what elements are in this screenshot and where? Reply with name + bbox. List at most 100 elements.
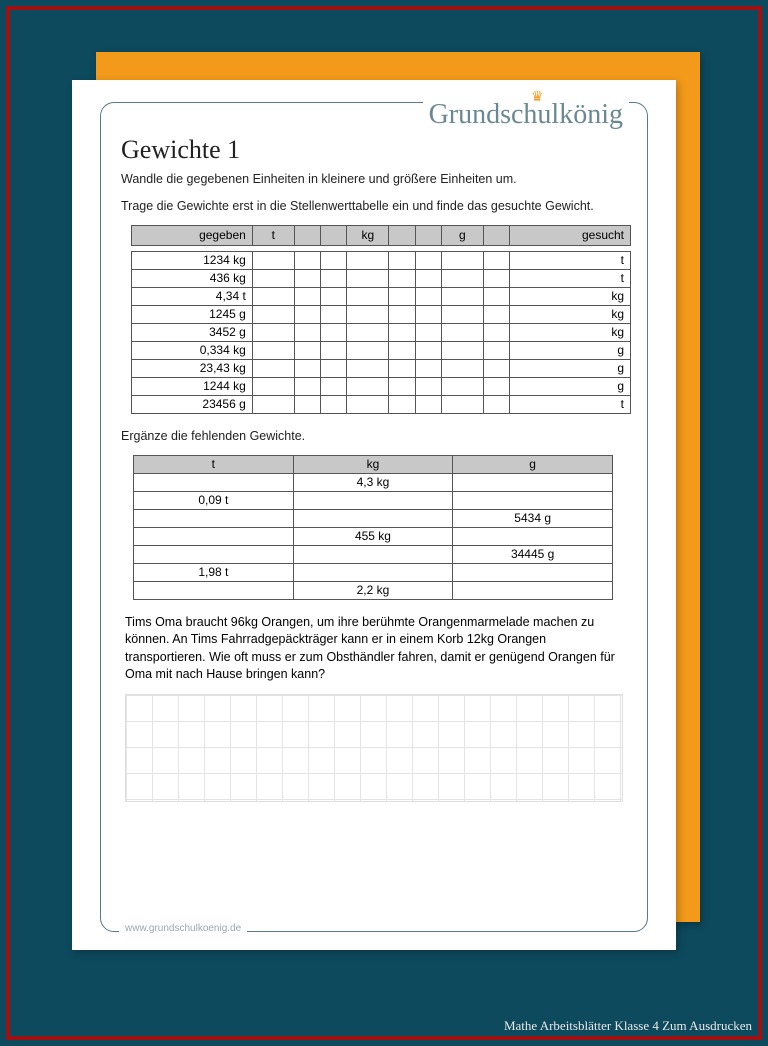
cell-blank	[294, 377, 320, 395]
cell	[293, 509, 453, 527]
worksheet-page: ♛ Grundschulkönig Gewichte 1 Wandle die …	[72, 80, 676, 950]
cell-blank	[347, 395, 389, 413]
conversion-table: t kg g 4,3 kg0,09 t5434 g455 kg34445 g1,…	[133, 455, 613, 600]
col-g: g	[441, 225, 483, 245]
cell-blank	[252, 341, 294, 359]
t2-col-g: g	[453, 455, 613, 473]
cell-blank	[483, 287, 509, 305]
cell: 2,2 kg	[293, 581, 453, 599]
cell-blank	[441, 341, 483, 359]
cell-blank	[252, 251, 294, 269]
table-row: 0,334 kg g	[132, 341, 631, 359]
cell-blank	[347, 341, 389, 359]
cell	[453, 491, 613, 509]
cell-blank	[252, 269, 294, 287]
table-row: 3452 gkg	[132, 323, 631, 341]
cell-blank	[321, 395, 347, 413]
cell	[134, 527, 294, 545]
cell-blank	[483, 359, 509, 377]
cell-given: 23,43 kg	[132, 359, 253, 377]
table-row: 23,43 kgg	[132, 359, 631, 377]
table-row: 1245 gkg	[132, 305, 631, 323]
cell-blank	[321, 287, 347, 305]
cell-blank	[415, 305, 441, 323]
intro-line-2: Trage die Gewichte erst in die Stellenwe…	[121, 198, 627, 215]
table-row: 1244 kgg	[132, 377, 631, 395]
cell-blank	[252, 305, 294, 323]
cell	[453, 473, 613, 491]
footer-url: www.grundschulkoenig.de	[119, 923, 247, 934]
t2-col-t: t	[134, 455, 294, 473]
col-kg: kg	[347, 225, 389, 245]
word-problem: Tims Oma braucht 96kg Orangen, um ihre b…	[125, 614, 623, 684]
cell: 1,98 t	[134, 563, 294, 581]
cell-blank	[389, 341, 415, 359]
cell	[453, 527, 613, 545]
cell-blank	[294, 269, 320, 287]
page-title: Gewichte 1	[121, 135, 627, 165]
cell-blank	[321, 359, 347, 377]
cell	[134, 545, 294, 563]
section2-title: Ergänze die fehlenden Gewichte.	[121, 428, 627, 445]
cell	[293, 491, 453, 509]
table-row: 4,3 kg	[134, 473, 613, 491]
table-row: 4,34 tkg	[132, 287, 631, 305]
cell-blank	[389, 269, 415, 287]
cell-blank	[321, 251, 347, 269]
cell-given: 1244 kg	[132, 377, 253, 395]
cell-blank	[483, 395, 509, 413]
cell-blank	[252, 287, 294, 305]
cell-blank	[415, 287, 441, 305]
cell	[293, 563, 453, 581]
cell-blank	[321, 341, 347, 359]
cell-blank	[441, 287, 483, 305]
cell	[453, 563, 613, 581]
content-frame: ♛ Grundschulkönig Gewichte 1 Wandle die …	[100, 102, 648, 932]
cell-given: 4,34 t	[132, 287, 253, 305]
cell-blank	[321, 305, 347, 323]
cell-blank	[389, 287, 415, 305]
table-row: 2,2 kg	[134, 581, 613, 599]
cell: 4,3 kg	[293, 473, 453, 491]
cell-blank	[294, 287, 320, 305]
table-row: 23456 gt	[132, 395, 631, 413]
cell-blank	[441, 359, 483, 377]
table-row: 0,09 t	[134, 491, 613, 509]
t2-col-kg: kg	[293, 455, 453, 473]
cell-blank	[321, 323, 347, 341]
cell-blank	[252, 323, 294, 341]
table-row: 1234 kgt	[132, 251, 631, 269]
cell-blank	[294, 323, 320, 341]
cell-blank	[389, 395, 415, 413]
cell-blank	[483, 377, 509, 395]
cell	[134, 581, 294, 599]
cell-given: 1245 g	[132, 305, 253, 323]
cell	[293, 545, 453, 563]
cell-sought: t	[510, 395, 631, 413]
cell: 455 kg	[293, 527, 453, 545]
cell-blank	[294, 251, 320, 269]
cell-sought: g	[510, 341, 631, 359]
cell-blank	[252, 395, 294, 413]
cell-blank	[347, 305, 389, 323]
cell-given: 436 kg	[132, 269, 253, 287]
cell-blank	[389, 305, 415, 323]
cell-blank	[321, 269, 347, 287]
cell-blank	[347, 377, 389, 395]
cell-blank	[294, 395, 320, 413]
cell-blank	[389, 377, 415, 395]
cell-blank	[347, 269, 389, 287]
cell-blank	[483, 305, 509, 323]
cell-blank	[441, 251, 483, 269]
cell-blank	[389, 323, 415, 341]
cell-blank	[294, 305, 320, 323]
cell-given: 1234 kg	[132, 251, 253, 269]
cell-blank	[347, 287, 389, 305]
col-t: t	[252, 225, 294, 245]
cell: 34445 g	[453, 545, 613, 563]
cell-given: 0,334 kg	[132, 341, 253, 359]
cell-blank	[415, 377, 441, 395]
cell	[134, 473, 294, 491]
col-given: gegeben	[132, 225, 253, 245]
table-row: 436 kgt	[132, 269, 631, 287]
